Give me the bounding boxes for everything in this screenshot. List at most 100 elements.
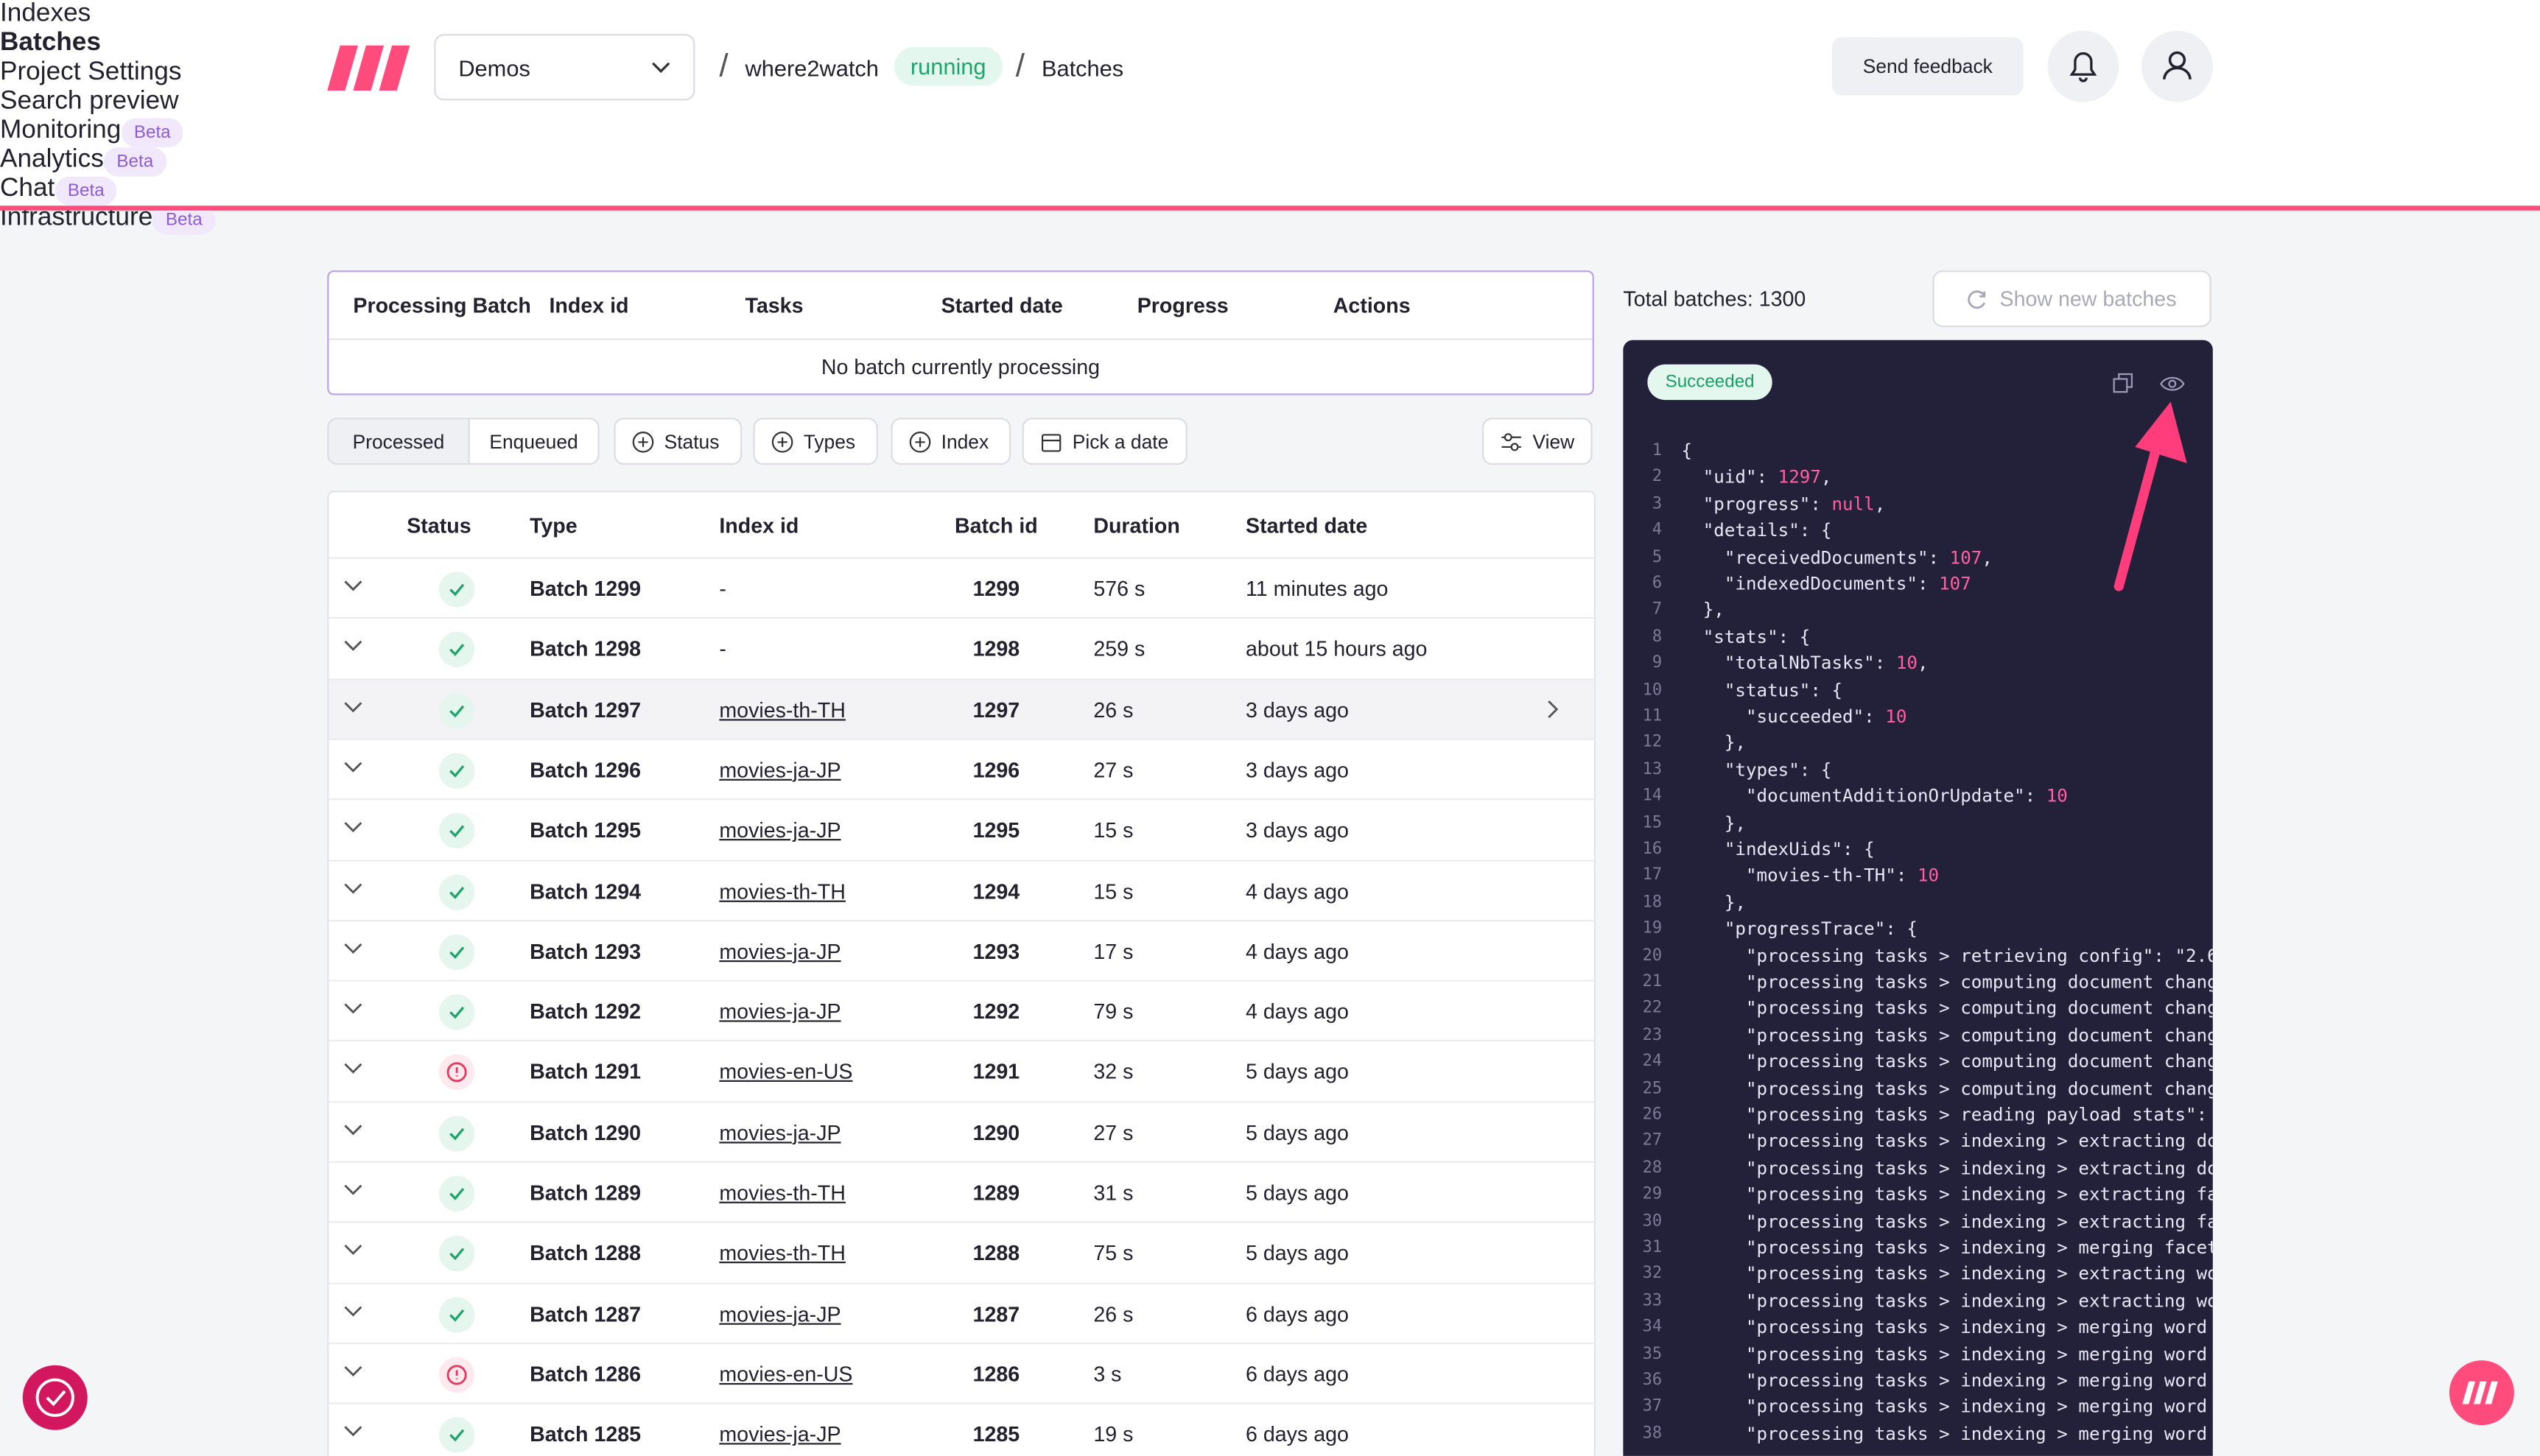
empty-message: No batch currently processing: [821, 354, 1101, 379]
code-line: "processing tasks > indexing > merging w…: [1681, 1423, 2213, 1445]
cell-index[interactable]: movies-th-TH: [719, 1181, 846, 1206]
table-row[interactable]: Batch 1287 movies-ja-JP 1287 26 s 6 days ago: [329, 1281, 1594, 1344]
tab[interactable]: Project Settings: [0, 58, 2540, 88]
toggle-view-button[interactable]: [2159, 373, 2185, 395]
cell-duration: 32 s: [1093, 1060, 1134, 1084]
code-line: "processing tasks > indexing > extractin…: [1681, 1184, 2213, 1206]
table-row[interactable]: Batch 1296 movies-ja-JP 1296 27 s 3 days ago: [329, 738, 1594, 801]
line-number: 9: [1652, 654, 1663, 672]
code-line: "succeeded": 10: [1681, 706, 1907, 728]
tab[interactable]: Chat Beta: [0, 175, 2540, 206]
cell-type: Batch 1297: [530, 697, 642, 722]
project-select[interactable]: Demos: [434, 34, 695, 101]
cell-index[interactable]: movies-ja-JP: [719, 938, 841, 963]
line-number: 22: [1642, 999, 1663, 1018]
filter-button[interactable]: Status: [614, 418, 743, 465]
notifications-button[interactable]: [2047, 30, 2119, 102]
table-row[interactable]: Batch 1285 movies-ja-JP 1285 19 s 6 days ago: [329, 1402, 1594, 1456]
cell-started: 6 days ago: [1246, 1422, 1349, 1447]
code-line: "indexedDocuments": 107: [1681, 573, 1971, 595]
cell-started: 5 days ago: [1246, 1120, 1349, 1145]
cell-duration: 19 s: [1093, 1422, 1134, 1447]
expand-chevron: [344, 1305, 362, 1316]
line-number: 1: [1652, 442, 1663, 460]
cell-index[interactable]: movies-th-TH: [719, 878, 846, 903]
separator: /: [1015, 48, 1025, 85]
show-new-button[interactable]: Show new batches: [1932, 270, 2211, 328]
cookie-button[interactable]: [22, 1365, 88, 1430]
filter-button[interactable]: Types: [753, 418, 878, 465]
help-button[interactable]: [2449, 1360, 2514, 1426]
table-row[interactable]: Batch 1297 movies-th-TH 1297 26 s 3 days ago: [329, 678, 1594, 740]
tab-label: Batches: [0, 29, 101, 57]
cell-index[interactable]: movies-ja-JP: [719, 757, 841, 782]
cell-index[interactable]: movies-en-US: [719, 1060, 853, 1084]
toggle-button[interactable]: Enqueued: [489, 429, 578, 453]
table-row[interactable]: Batch 1299 - 1299 576 s 11 minutes ago: [329, 557, 1594, 619]
cell-index[interactable]: movies-th-TH: [719, 697, 846, 722]
tab[interactable]: Batches: [0, 29, 2540, 211]
table-row[interactable]: Batch 1289 movies-th-TH 1289 31 s 5 days ago: [329, 1161, 1594, 1223]
toggle-button[interactable]: Processed: [329, 419, 470, 463]
code-line: "processing tasks > indexing > merging w…: [1681, 1343, 2213, 1365]
tab[interactable]: Analytics Beta: [0, 146, 2540, 177]
code-line: "totalNbTasks": 10,: [1681, 653, 1929, 675]
annotation-arrow: [2113, 401, 2187, 591]
table-row[interactable]: Batch 1292 movies-ja-JP 1292 79 s 4 days ago: [329, 980, 1594, 1042]
beta-badge: Beta: [55, 176, 118, 206]
tab-label: Indexes: [0, 0, 91, 28]
cell-index[interactable]: movies-en-US: [719, 1362, 853, 1387]
cell-index[interactable]: movies-ja-JP: [719, 1301, 841, 1326]
code-line: "processing tasks > computing document c…: [1681, 971, 2213, 993]
cell-index[interactable]: movies-ja-JP: [719, 817, 841, 843]
line-number: 4: [1652, 521, 1663, 540]
code-line: "receivedDocuments": 107,: [1681, 546, 1993, 568]
code-line: },: [1681, 892, 1746, 913]
refresh-icon: [1968, 289, 1987, 309]
table-row[interactable]: Batch 1293 movies-ja-JP 1293 17 s 4 days ago: [329, 919, 1594, 982]
column-header: Type: [530, 513, 578, 538]
cell-index[interactable]: movies-ja-JP: [719, 1422, 841, 1447]
code-line: "processing tasks > indexing > extractin…: [1681, 1130, 2213, 1153]
table-row[interactable]: Batch 1298 - 1298 259 s about 15 hours ago: [329, 617, 1594, 679]
cell-index[interactable]: movies-ja-JP: [719, 1120, 841, 1145]
cell-type: Batch 1294: [530, 878, 642, 903]
line-number: 36: [1642, 1371, 1663, 1390]
copy-button[interactable]: [2112, 373, 2135, 395]
code-line: "processing tasks > indexing > merging f…: [1681, 1237, 2213, 1259]
column-header: Started date: [1246, 513, 1368, 538]
separator: /: [719, 48, 729, 85]
filter-button[interactable]: Index: [891, 418, 1011, 465]
feedback-button[interactable]: Send feedback: [1832, 37, 2024, 96]
view-button[interactable]: View: [1482, 418, 1593, 465]
cell-id: 1290: [972, 1120, 1020, 1145]
plus-icon: [909, 430, 931, 452]
filter-button[interactable]: Pick a date: [1022, 418, 1187, 465]
tab[interactable]: Search preview: [0, 88, 2540, 117]
cell-index[interactable]: movies-th-TH: [719, 1241, 846, 1266]
table-row[interactable]: Batch 1295 movies-ja-JP 1295 15 s 3 days ago: [329, 798, 1594, 861]
table-row[interactable]: Batch 1288 movies-th-TH 1288 75 s 5 days ago: [329, 1221, 1594, 1284]
cell-type: Batch 1288: [530, 1241, 642, 1266]
breadcrumb-project[interactable]: where2watch: [745, 54, 879, 81]
code-line: "types": {: [1681, 759, 1832, 781]
line-number: 10: [1642, 680, 1663, 700]
tab[interactable]: Indexes: [0, 0, 2540, 29]
column-header: Actions: [1333, 293, 1411, 318]
cell-duration: 26 s: [1093, 1301, 1134, 1326]
table-row[interactable]: Batch 1290 movies-ja-JP 1290 27 s 5 days ago: [329, 1100, 1594, 1163]
line-number: 17: [1642, 867, 1663, 885]
tab[interactable]: Monitoring Beta: [0, 116, 2540, 148]
table-row[interactable]: Batch 1291 movies-en-US 1291 32 s 5 days ago: [329, 1040, 1594, 1102]
project-name: Demos: [458, 54, 530, 80]
success-icon: [438, 1417, 475, 1453]
table-row[interactable]: Batch 1294 movies-th-TH 1294 15 s 4 days ago: [329, 859, 1594, 921]
table-row[interactable]: Batch 1286 movies-en-US 1286 3 s 6 days ago: [329, 1342, 1594, 1404]
line-number: 32: [1642, 1265, 1663, 1284]
error-icon: [438, 1357, 475, 1393]
account-button[interactable]: [2141, 30, 2213, 102]
cell-index[interactable]: movies-ja-JP: [719, 999, 841, 1024]
code-line: "processing tasks > computing document c…: [1681, 998, 2213, 1020]
filter-label: Pick a date: [1072, 429, 1169, 453]
line-number: 35: [1642, 1345, 1663, 1363]
